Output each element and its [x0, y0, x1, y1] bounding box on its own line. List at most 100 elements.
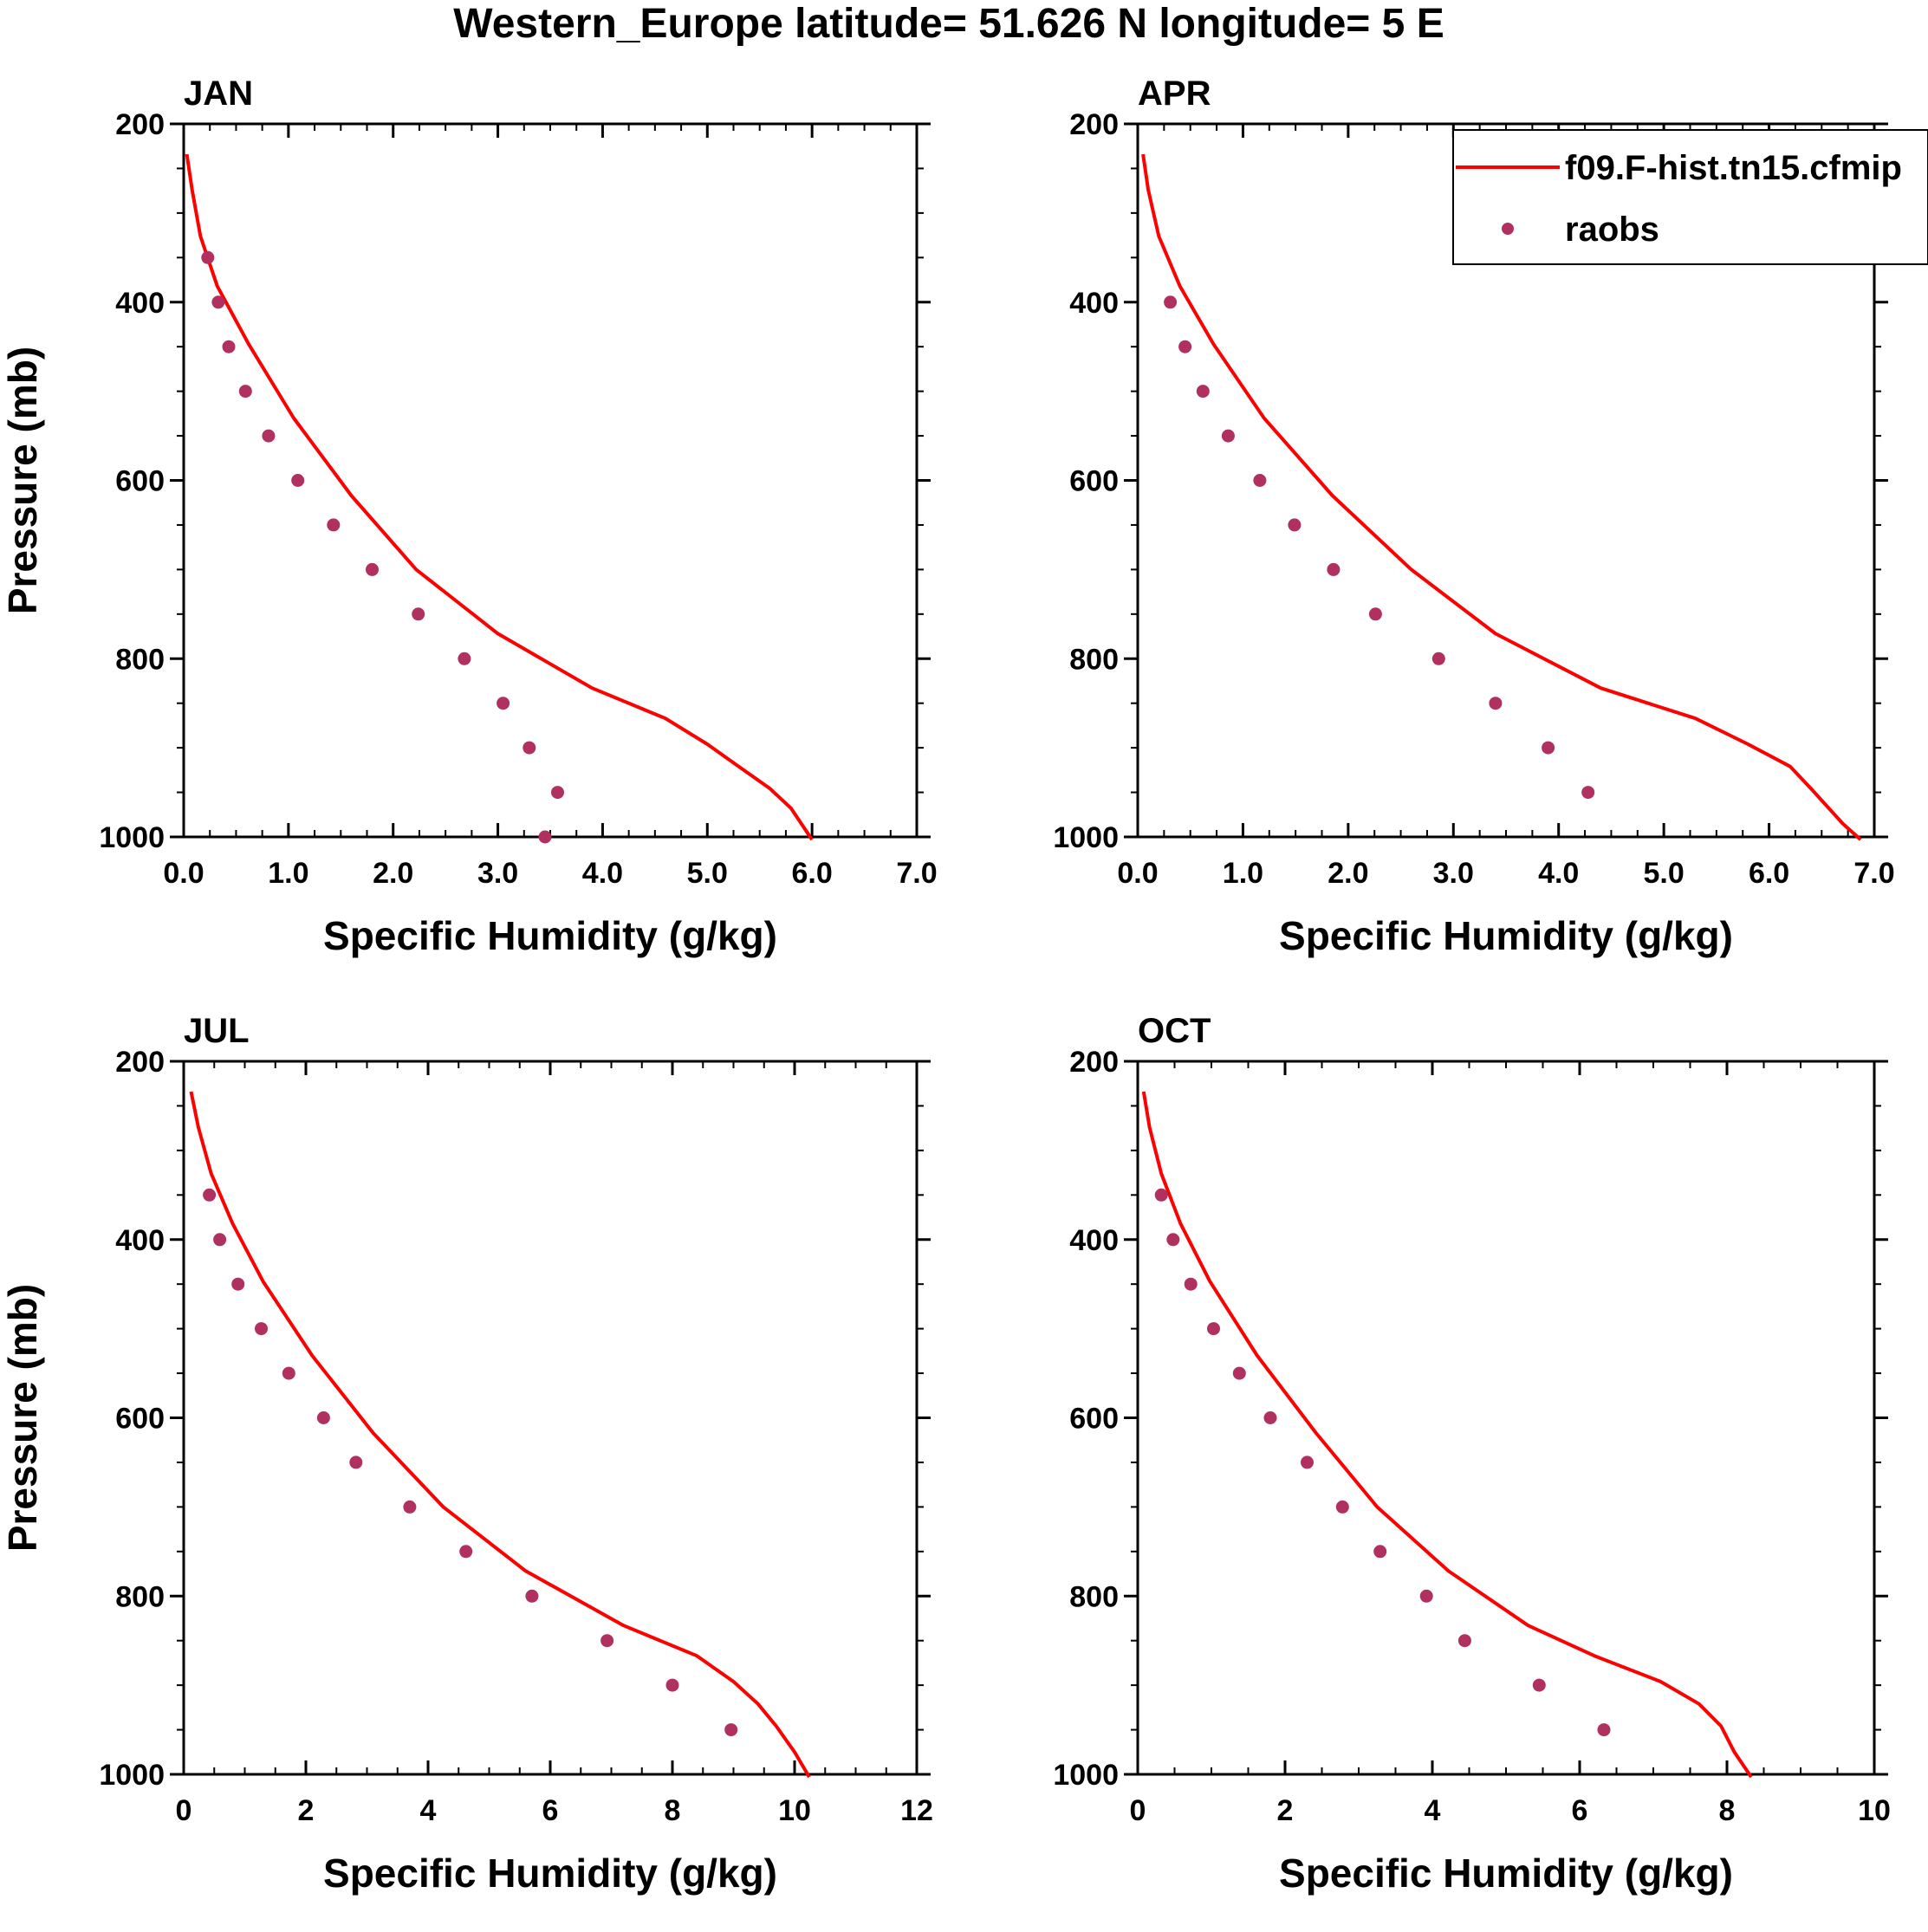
- obs-point-apr: [1253, 474, 1267, 487]
- x-tick-label-jul: 12: [900, 1794, 933, 1827]
- obs-point-oct: [1335, 1500, 1349, 1514]
- obs-point-oct: [1154, 1188, 1168, 1202]
- y-axis-label-jan: Pressure (mb): [0, 347, 45, 614]
- series-line-model-jul: [189, 1091, 811, 1779]
- y-tick-label-jul: 800: [115, 1580, 165, 1613]
- obs-point-jan: [222, 340, 236, 353]
- obs-point-apr: [1327, 562, 1341, 576]
- obs-point-oct: [1207, 1322, 1220, 1336]
- obs-point-jan: [412, 607, 425, 621]
- x-tick-label-oct: 0: [1130, 1794, 1146, 1827]
- obs-point-oct: [1263, 1411, 1277, 1424]
- obs-point-jan: [523, 741, 536, 755]
- obs-point-jan: [497, 697, 510, 710]
- obs-point-apr: [1581, 786, 1595, 800]
- legend: f09.F-hist.tn15.cfmip raobs: [1452, 129, 1928, 265]
- x-tick-label-jan: 0.0: [163, 857, 204, 890]
- obs-point-oct: [1532, 1678, 1546, 1692]
- obs-point-jul: [213, 1233, 227, 1247]
- obs-point-jul: [282, 1366, 295, 1380]
- obs-point-apr: [1164, 295, 1178, 309]
- x-tick-label-jul: 2: [298, 1794, 315, 1827]
- x-tick-label-apr: 3.0: [1433, 857, 1474, 890]
- plot-frame-oct: [1136, 1060, 1876, 1776]
- obs-point-apr: [1489, 697, 1503, 710]
- obs-point-jul: [724, 1723, 738, 1737]
- obs-point-jan: [211, 295, 225, 309]
- legend-box: [1452, 129, 1928, 265]
- x-tick-label-apr: 1.0: [1223, 857, 1263, 890]
- panel-jan: JAN 0.0 1.0 2.0 3.0 4.0 5.0 6.0 7.0 200 400 600 800 1…: [0, 75, 938, 958]
- obs-point-oct: [1184, 1277, 1198, 1291]
- obs-point-oct: [1457, 1634, 1471, 1648]
- obs-point-jan: [291, 474, 305, 487]
- obs-point-apr: [1431, 652, 1445, 665]
- x-tick-label-jan: 4.0: [582, 857, 623, 890]
- x-tick-label-apr: 4.0: [1538, 857, 1579, 890]
- obs-point-apr: [1221, 429, 1235, 443]
- x-tick-label-oct: 10: [1858, 1794, 1891, 1827]
- obs-point-jul: [255, 1322, 268, 1336]
- panel-oct: OCT 0 2 4 6 8 10 200 400 600 800 1000 Specific Humid…: [1053, 1012, 1891, 1896]
- series-line-model-apr: [1141, 153, 1862, 841]
- y-tick-label-apr: 800: [1069, 643, 1119, 676]
- y-tick-label-jan: 1000: [99, 821, 165, 854]
- x-tick-label-jul: 0: [176, 1794, 192, 1827]
- legend-label-obs: raobs: [1565, 211, 1659, 249]
- y-axis-label-jul: Pressure (mb): [0, 1284, 45, 1552]
- x-tick-label-jan: 2.0: [373, 857, 413, 890]
- x-tick-label-jan: 1.0: [268, 857, 308, 890]
- x-tick-label-jan: 7.0: [896, 857, 937, 890]
- obs-point-oct: [1419, 1589, 1433, 1603]
- x-tick-label-jul: 6: [542, 1794, 559, 1827]
- y-tick-label-apr: 400: [1069, 287, 1119, 320]
- obs-point-oct: [1597, 1723, 1611, 1737]
- y-tick-label-oct: 200: [1069, 1046, 1119, 1079]
- plot-frame-jul: [182, 1060, 919, 1776]
- obs-point-jul: [203, 1188, 217, 1202]
- obs-point-apr: [1542, 741, 1555, 755]
- x-axis-label-jul: Specific Humidity (g/kg): [323, 1851, 777, 1896]
- x-tick-label-apr: 5.0: [1644, 857, 1685, 890]
- obs-point-apr: [1178, 340, 1192, 353]
- x-axis-label-jan: Specific Humidity (g/kg): [323, 913, 777, 958]
- obs-point-jan: [201, 250, 215, 264]
- y-tick-label-apr: 200: [1069, 108, 1119, 141]
- x-tick-label-jan: 5.0: [687, 857, 728, 890]
- obs-point-jul: [403, 1500, 417, 1514]
- legend-label-model: f09.F-hist.tn15.cfmip: [1565, 149, 1902, 187]
- x-tick-label-apr: 7.0: [1853, 857, 1894, 890]
- obs-point-jan: [366, 562, 379, 576]
- y-tick-label-oct: 400: [1069, 1224, 1119, 1257]
- panel-title-jul: JUL: [184, 1012, 250, 1050]
- x-tick-label-jul: 10: [778, 1794, 811, 1827]
- y-tick-label-jan: 800: [115, 643, 165, 676]
- panel-jul: JUL 0 2 4 6 8 10 12 200 400 600 800 1000 Specific Hum…: [0, 1012, 933, 1896]
- obs-point-jan: [551, 786, 564, 800]
- y-tick-label-jan: 600: [115, 465, 165, 498]
- panel-title-apr: APR: [1138, 75, 1211, 113]
- y-tick-label-jul: 200: [115, 1046, 165, 1079]
- panel-apr: APR 0.0 1.0 2.0 3.0 4.0 5.0 6.0 7.0 200 400 600 800 1…: [1053, 75, 1894, 958]
- obs-point-jan: [458, 652, 471, 665]
- x-tick-label-oct: 8: [1719, 1794, 1736, 1827]
- x-tick-label-jan: 3.0: [477, 857, 518, 890]
- obs-point-jul: [665, 1678, 679, 1692]
- y-tick-label-oct: 800: [1069, 1580, 1119, 1613]
- obs-point-apr: [1288, 518, 1302, 532]
- obs-point-jan: [262, 429, 276, 443]
- x-tick-label-oct: 4: [1425, 1794, 1441, 1827]
- y-tick-label-oct: 1000: [1053, 1759, 1119, 1792]
- obs-point-jul: [231, 1277, 245, 1291]
- obs-point-oct: [1301, 1455, 1314, 1469]
- y-tick-label-jul: 400: [115, 1224, 165, 1257]
- panel-title-jan: JAN: [184, 75, 253, 113]
- obs-point-oct: [1232, 1366, 1246, 1380]
- x-tick-label-oct: 6: [1572, 1794, 1588, 1827]
- panel-title-oct: OCT: [1138, 1012, 1211, 1050]
- obs-point-oct: [1166, 1233, 1180, 1247]
- series-line-model-jan: [185, 153, 814, 841]
- legend-marker-swatch: [1502, 223, 1514, 235]
- obs-point-jul: [349, 1455, 363, 1469]
